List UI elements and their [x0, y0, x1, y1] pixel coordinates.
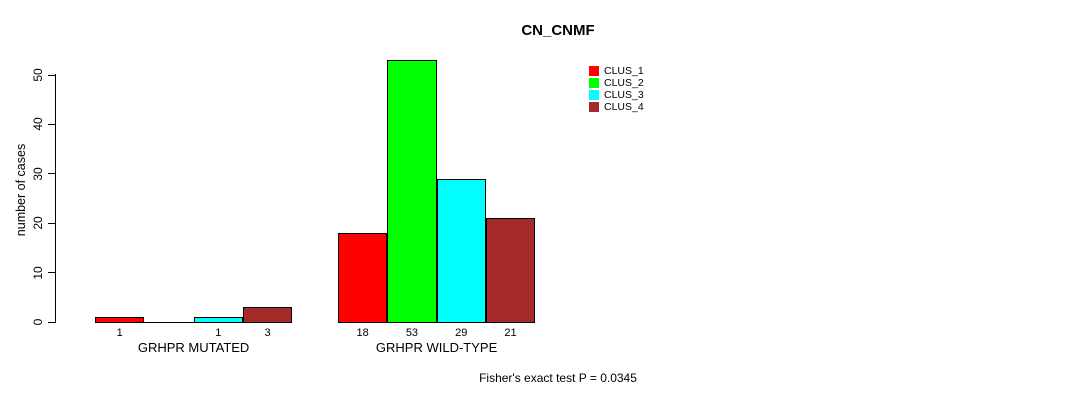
bar-value-label: 29 [455, 327, 468, 339]
legend-swatch-clus_3 [589, 90, 599, 100]
legend-swatch-clus_1 [589, 66, 599, 76]
legend-label: CLUS_2 [604, 76, 644, 89]
bar-clus_4 [242, 307, 293, 323]
bar-clus_2 [387, 60, 437, 323]
legend-item: CLUS_4 [589, 101, 644, 113]
bar-value-label: 1 [215, 327, 222, 339]
legend-swatch-clus_4 [589, 102, 599, 112]
y-tick-label: 30 [31, 167, 45, 181]
y-axis-line [55, 74, 57, 323]
y-tick-label: 20 [31, 216, 45, 230]
legend-item: CLUS_1 [589, 65, 644, 77]
y-tick-label: 10 [31, 265, 45, 280]
y-axis-title: number of cases [14, 143, 28, 237]
chart-title: CN_CNMF [521, 22, 595, 39]
fisher-test-annotation: Fisher's exact test P = 0.0345 [479, 371, 637, 385]
legend: CLUS_1 CLUS_2 CLUS_3 CLUS_4 [589, 65, 644, 113]
y-tick [48, 222, 55, 224]
y-tick [48, 321, 55, 323]
bar-clus_3 [193, 317, 243, 323]
y-tick-label: 0 [31, 318, 45, 326]
y-tick-label: 40 [31, 117, 45, 132]
bar-clus_1 [95, 317, 145, 323]
y-tick [48, 74, 55, 76]
group-label: GRHPR WILD-TYPE [375, 340, 498, 355]
y-tick [48, 123, 55, 126]
bar-clus_3 [436, 179, 486, 323]
y-tick [48, 272, 55, 274]
bar-value-label: 53 [405, 327, 419, 339]
legend-label: CLUS_4 [604, 100, 644, 113]
bar-value-label: 1 [116, 327, 123, 339]
group-label: GRHPR MUTATED [137, 340, 250, 355]
y-tick-label: 50 [31, 68, 45, 82]
bar-clus_4 [485, 218, 536, 323]
legend-label: CLUS_3 [604, 88, 644, 101]
legend-swatch-clus_2 [589, 78, 599, 88]
legend-item: CLUS_2 [589, 77, 644, 89]
bar-value-label: 21 [504, 327, 517, 339]
y-tick [48, 173, 55, 175]
bar-value-label: 18 [356, 327, 369, 339]
bar-clus_1 [338, 233, 388, 323]
legend-label: CLUS_1 [604, 64, 644, 77]
bar-value-label: 3 [264, 327, 271, 339]
legend-item: CLUS_3 [589, 89, 644, 101]
